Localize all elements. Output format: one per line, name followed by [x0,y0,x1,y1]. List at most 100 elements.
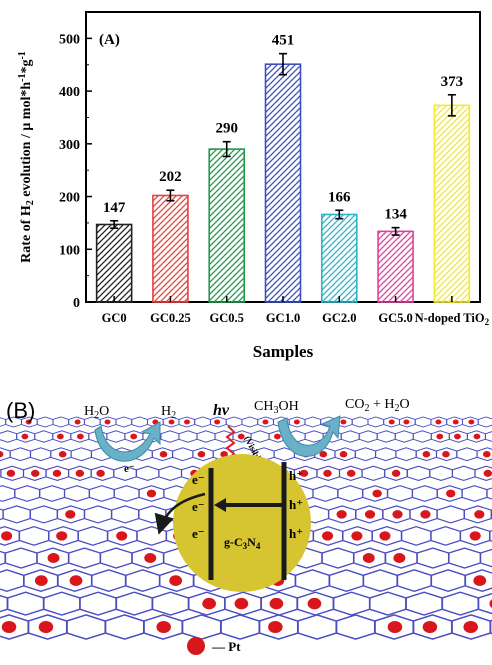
bar-chart: 0 100 200 300 400 500 147 202 290 451 166 134 373 G… [17,11,490,361]
value-label: 373 [441,74,464,90]
pt-particle [483,469,492,477]
pt-particle [293,419,300,425]
lattice-hexagon [68,547,101,569]
lattice-hexagon [160,430,180,443]
lattice-hexagon [406,465,431,481]
value-label: 166 [328,189,351,205]
lattice-hexagon [64,485,90,502]
lattice-hexagon [18,526,50,546]
value-label: 147 [103,200,126,216]
pt-particle [0,451,4,458]
sheet-electron-label: e⁻ [124,463,135,475]
lattice-hexagon [351,416,369,428]
pt-particle [473,433,481,440]
lattice-hexagon [416,547,450,569]
lattice-hexagon [396,569,432,593]
y-axis-ticks: 0 100 200 300 400 500 [59,32,92,311]
lattice-hexagon [106,430,126,443]
lattice-hexagon [464,569,492,593]
pt-particle [96,469,105,477]
x-axis-ticks: GC0 GC0.25 GC0.5 GC1.0 GC2.0 GC5.0 N-doped TiO… [102,296,490,327]
methanol-oxidation-arrow [277,415,341,457]
pt-particle [452,419,459,425]
lattice-hexagon [476,447,492,462]
pt-particle [468,419,475,425]
pt-particle [38,620,54,634]
pt-particle [403,419,410,425]
lattice-hexagon [77,526,109,546]
lattice-hexagon [113,485,140,502]
pt-particle [323,469,332,477]
lattice-hexagon [194,416,211,428]
lattice-hexagon [304,416,322,428]
pt-particle [393,553,406,564]
pt-particle [202,597,216,610]
water-reduction-arrow [94,421,161,462]
lattice-hexagon [337,485,364,502]
lattice-hexagon [52,416,70,428]
lattice-hexagon [0,594,9,613]
pt-particle [436,433,444,440]
photocatalysis-scheme: (B) H2O H2 hν (Visible) CH3OH CO2 + H2O … [0,397,492,655]
pt-particle [299,469,309,477]
lattice-hexagon [401,526,432,546]
pt-particle [159,451,168,458]
lattice-hexagon [485,431,492,442]
lattice-hexagon [387,485,413,502]
pt-particle [1,620,17,634]
lattice-hexagon [461,485,488,502]
pt-particle [364,510,376,519]
pt-particle [435,419,442,425]
pt-particle [58,451,67,458]
x-tick-label: GC0 [102,311,127,325]
lattice-hexagon [430,569,466,593]
lattice-hexagon [99,547,133,569]
x-tick-label: GC5.0 [378,311,412,325]
lattice-hexagon [30,447,52,462]
pt-particle [268,620,283,634]
pt-particle [474,510,485,519]
h2o-label: H2O [84,404,109,421]
pt-particle [482,451,491,458]
lattice-hexagon [297,614,337,640]
lattice-hexagon [131,416,148,428]
pt-particle [214,419,221,425]
lattice-hexagon [91,569,127,593]
lattice-hexagon [335,614,376,640]
pt-particle [340,419,347,425]
lattice-hexagon [138,505,167,524]
pt-particle [351,531,363,541]
catalyst-label: g-C3N4 [224,535,261,551]
x-tick-label: GC0.5 [210,311,244,325]
lattice-hexagon [2,505,31,524]
pt-particle [392,510,403,519]
lattice-hexagon [405,591,443,616]
panel-label-a: (A) [99,32,120,48]
bar [433,104,471,303]
pt-particle [269,597,284,610]
y-axis-label: Rate of H2 evolution / μ mol*h-1*g-1 [17,51,36,263]
lattice-hexagon [395,447,417,462]
x-axis-label: Samples [253,342,314,361]
lattice-hexagon [414,416,432,428]
lattice-hexagon [4,547,38,569]
lattice-hexagon [0,508,4,521]
lattice-hexagon [196,430,216,443]
lattice-hexagon [0,485,16,502]
panel-label-b: (B) [6,398,35,423]
y-tick-label: 200 [59,191,80,206]
pt-particle [388,419,395,425]
pt-particle [422,451,431,458]
lattice-hexagon [489,619,492,635]
y-tick-label: 400 [59,85,80,100]
lattice-hexagon [83,505,113,524]
value-label: 290 [215,121,238,137]
pt-particle [463,620,478,634]
lattice-hexagon [479,548,492,568]
charge-transfer-arrowhead [214,498,226,512]
pt-particle [420,510,431,519]
pt-particle [76,433,84,440]
lattice-hexagon [125,569,161,593]
y-tick-label: 100 [59,243,80,258]
bar [320,213,358,303]
